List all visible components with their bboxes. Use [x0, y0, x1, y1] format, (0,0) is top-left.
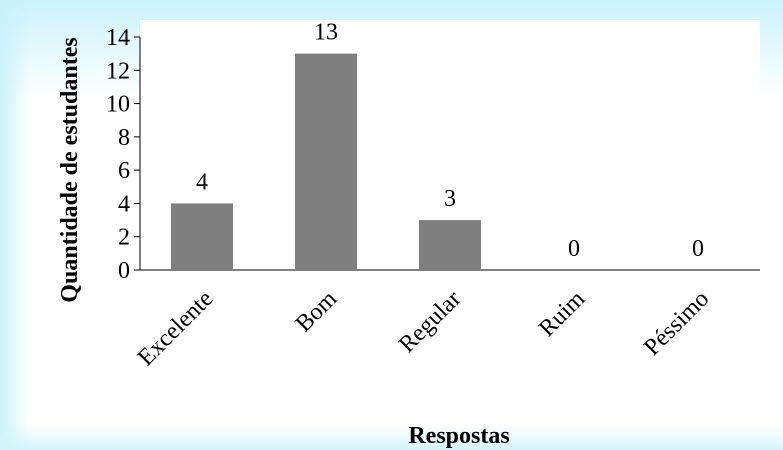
bar-0 [171, 203, 233, 270]
y-tick-label-6: 12 [106, 58, 130, 84]
background-glow [0, 0, 30, 450]
bar-2 [419, 220, 481, 270]
bars [171, 53, 481, 271]
y-tick-label-5: 10 [106, 92, 130, 118]
data-label-1: 13 [314, 20, 338, 46]
data-labels: 4 13 3 0 0 [196, 20, 704, 262]
data-label-3: 0 [568, 236, 580, 262]
background-band [0, 425, 783, 450]
data-label-2: 3 [444, 186, 456, 212]
y-tick-label-4: 8 [118, 125, 130, 151]
y-tick-label-3: 6 [118, 158, 130, 184]
y-tick-label-0: 0 [118, 258, 130, 284]
y-tick-label-1: 2 [118, 225, 130, 251]
y-axis-title: Quantidade de estudantes [57, 37, 83, 302]
y-tick-label-2: 4 [118, 191, 130, 217]
y-tick-label-7: 14 [106, 25, 130, 51]
x-axis-title: Respostas [408, 423, 509, 449]
bar-1 [295, 53, 357, 271]
y-axis-ticks: 0 2 4 6 8 10 12 14 [106, 25, 140, 284]
data-label-0: 4 [196, 169, 208, 195]
data-label-4: 0 [692, 236, 704, 262]
